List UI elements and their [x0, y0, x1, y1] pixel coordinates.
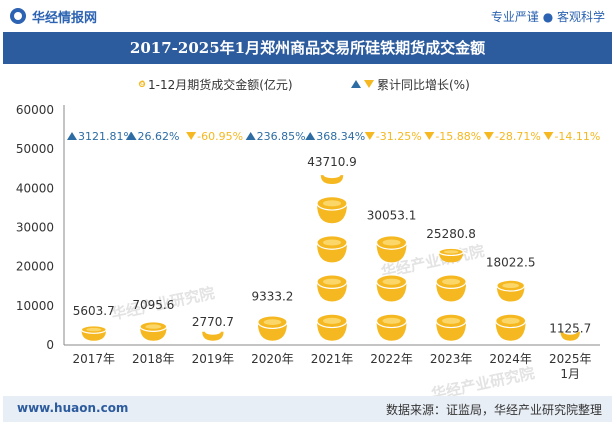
- bar-value-label: 18022.5: [486, 255, 536, 269]
- top-header: 华经情报网 专业严谨 ● 客观科学: [0, 0, 615, 32]
- legend-growth-label: 累计同比增长(%): [377, 78, 470, 92]
- bar-value-label: 5603.7: [73, 304, 115, 318]
- growth-label: 368.34%: [316, 130, 365, 143]
- growth-label: 26.62%: [138, 130, 180, 143]
- title-bar: 2017-2025年1月郑州商品交易所硅铁期货成交金额: [3, 32, 612, 64]
- legend-bar-icon: ⁰: [140, 78, 145, 92]
- bar-coin: [139, 321, 168, 341]
- chart-title: 2017-2025年1月郑州商品交易所硅铁期货成交金额: [129, 39, 486, 57]
- bar-value-label: 25280.8: [426, 227, 476, 241]
- x-tick-label: 2024年: [489, 352, 532, 366]
- y-tick-label: 50000: [16, 142, 54, 156]
- logo-icon: [10, 8, 26, 24]
- growth-up-arrow-icon: [126, 132, 137, 140]
- bar-value-label: 1125.7: [549, 322, 591, 336]
- y-tick-label: 60000: [16, 103, 54, 117]
- bar-coin: [435, 313, 467, 341]
- bar-coin: [257, 315, 288, 341]
- growth-label: -28.71%: [495, 130, 541, 143]
- growth-label: -14.11%: [554, 130, 600, 143]
- logo-text: 华经情报网: [32, 11, 98, 26]
- bar-value-label: 43710.9: [307, 155, 357, 169]
- tagline: 专业严谨 ● 客观科学: [490, 10, 605, 24]
- bar-coin: [375, 235, 408, 263]
- x-tick-label: 2025年: [549, 352, 592, 366]
- y-tick-label: 30000: [16, 221, 54, 235]
- bar-coin: [375, 313, 408, 341]
- bar-value-label: 2770.7: [192, 315, 234, 329]
- x-tick-label: 2023年: [430, 352, 473, 366]
- growth-up-arrow-icon: [67, 132, 77, 140]
- legend-coin-icon: [138, 80, 146, 88]
- footer: www.huaon.com 数据来源：证监局，华经产业研究院整理: [3, 396, 612, 422]
- growth-label: -15.88%: [435, 130, 481, 143]
- watermark-text: 华经产业研究院: [430, 364, 536, 396]
- bar-value-label: 30053.1: [367, 208, 417, 222]
- growth-label: 236.85%: [257, 130, 306, 143]
- x-tick-label: 2022年: [370, 352, 413, 366]
- bar-coin: [80, 325, 107, 341]
- bar-coin: [316, 235, 348, 263]
- bar-value-label: 7095.6: [132, 298, 174, 312]
- x-tick-label: 2021年: [311, 352, 354, 366]
- legend-down-arrow-icon: [364, 80, 374, 88]
- legend-up-arrow-icon: [351, 80, 361, 88]
- growth-down-arrow-icon: [186, 132, 197, 140]
- x-tick-label: 2017年: [73, 352, 116, 366]
- y-tick-label: 10000: [16, 299, 54, 313]
- legend-bar-label: 1-12月期货成交金额(亿元): [148, 77, 293, 92]
- y-tick-label: 40000: [16, 181, 54, 195]
- x-tick-label: 2019年: [192, 352, 235, 366]
- y-tick-label: 0: [46, 338, 54, 352]
- bar-value-label: 9333.2: [251, 289, 293, 303]
- bar-coin: [375, 274, 408, 302]
- growth-down-arrow-icon: [483, 132, 494, 140]
- x-tick-label: 1月: [560, 367, 580, 381]
- website-link[interactable]: www.huaon.com: [17, 401, 129, 415]
- bar-coin: [435, 274, 467, 302]
- bar-coin: [560, 328, 580, 341]
- bar-coin: [495, 313, 527, 341]
- bar-coin: [496, 279, 526, 302]
- bar-coin: [202, 328, 224, 341]
- x-tick-label: 2018年: [132, 352, 175, 366]
- growth-label: -31.25%: [376, 130, 422, 143]
- bar-coin: [316, 196, 348, 224]
- x-tick-label: 2020年: [251, 352, 294, 366]
- growth-down-arrow-icon: [424, 132, 435, 140]
- bar-coin: [438, 247, 464, 263]
- data-source: 数据来源：证监局，华经产业研究院整理: [385, 403, 602, 417]
- y-tick-label: 20000: [16, 260, 54, 274]
- growth-down-arrow-icon: [364, 132, 375, 140]
- growth-label: -60.95%: [197, 130, 243, 143]
- bar-coin: [316, 313, 348, 341]
- bar-coin: [320, 172, 344, 185]
- growth-up-arrow-icon: [245, 132, 256, 140]
- bar-coin: [316, 274, 348, 302]
- growth-up-arrow-icon: [305, 132, 316, 140]
- growth-label: 3121.81%: [78, 130, 134, 143]
- growth-down-arrow-icon: [543, 132, 554, 140]
